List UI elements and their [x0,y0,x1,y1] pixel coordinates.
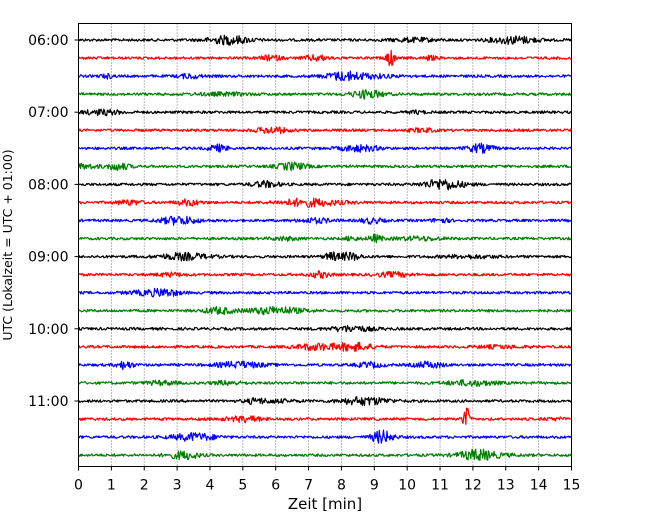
x-tick-label: 8 [337,478,346,494]
x-tick-label: 4 [206,478,215,494]
trace-line [78,360,573,371]
trace-line [78,270,572,279]
x-tick-label: 7 [304,478,313,494]
trace-line [78,89,573,100]
trace-group [77,34,573,462]
x-tick-label: 13 [497,478,515,494]
trace-line [78,34,573,46]
x-tick-label: 12 [464,478,482,494]
trace-line [78,233,572,244]
trace-line [78,215,572,226]
y-axis-label: UTC (Lokalzeit = UTC + 01:00) [0,149,15,340]
x-tick-label: 3 [173,478,182,494]
trace-line [78,197,573,208]
trace-line [78,396,573,407]
trace-line [77,49,572,67]
trace-line [77,407,572,425]
trace-line [78,379,572,387]
grid-lines [110,23,540,467]
x-tick-label: 15 [563,478,581,494]
x-tick-label: 10 [398,478,416,494]
y-tick-label: 08:00 [28,177,68,193]
trace-line [77,429,572,444]
x-tick-label: 9 [370,478,379,494]
trace-line [77,251,572,262]
y-axis: 06:00 07:00 08:00 09:00 10:00 11:00 [28,33,79,410]
y-tick-label: 10:00 [28,322,68,338]
trace-line [77,448,573,462]
x-tick-label: 2 [140,478,149,494]
x-axis-label: Zeit [min] [288,495,362,513]
trace-line [77,341,573,352]
trace-line [78,142,572,154]
trace-line [78,108,573,117]
y-tick-label: 07:00 [28,105,68,121]
x-tick-label: 0 [74,478,83,494]
x-tick-label: 6 [271,478,280,494]
y-tick-label: 11:00 [28,394,68,410]
x-tick-label: 5 [238,478,247,494]
trace-line [77,161,572,172]
x-tick-label: 11 [431,478,449,494]
y-tick-label: 06:00 [28,33,68,49]
y-tick-label: 09:00 [28,250,68,266]
x-axis: 0 1 2 3 4 5 6 7 8 9 10 11 12 13 14 15 [74,466,581,494]
trace-line [78,126,572,135]
x-tick-label: 1 [107,478,116,494]
trace-line [78,305,572,316]
x-tick-label: 14 [530,478,548,494]
trace-line [77,324,572,333]
trace-line [78,178,573,191]
plot-frame [78,23,572,467]
trace-line [78,287,572,298]
trace-line [78,70,573,82]
